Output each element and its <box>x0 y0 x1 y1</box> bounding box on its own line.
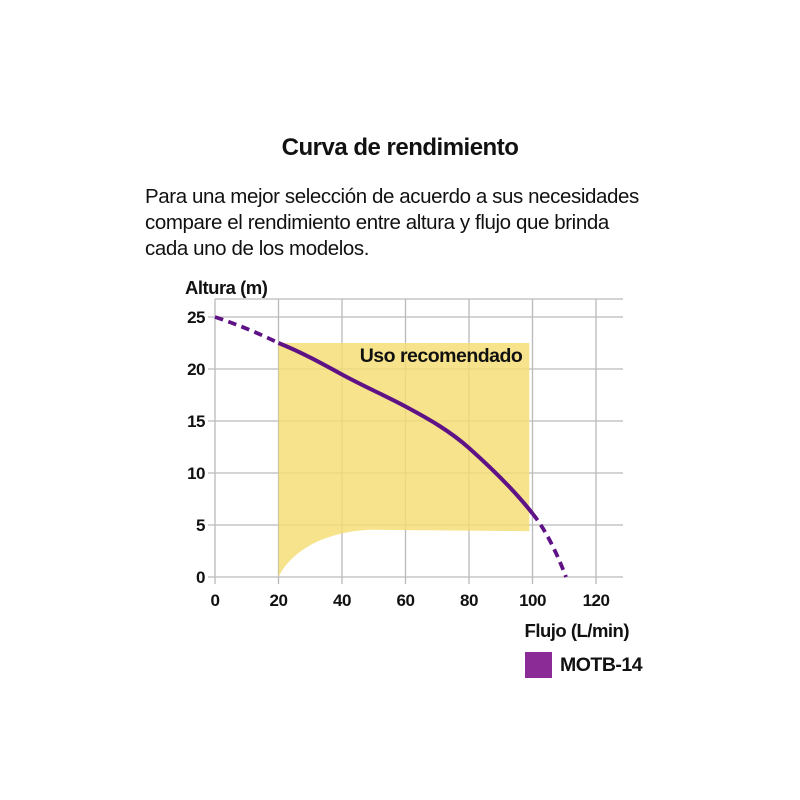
chart-svg: Altura (m) <box>185 277 630 641</box>
y-tick-label: 10 <box>187 464 205 483</box>
recommended-region-fill <box>278 343 530 577</box>
legend-model-label: MOTB-14 <box>560 653 643 676</box>
curve-dashed-head <box>214 315 280 345</box>
x-tick-label: 40 <box>333 591 351 610</box>
x-tick-label: 80 <box>460 591 478 610</box>
y-tick-label: 15 <box>187 412 205 431</box>
x-tick-label: 100 <box>519 591 546 610</box>
page-title: Curva de rendimiento <box>281 134 519 161</box>
description-line-1: Para una mejor selección de acuerdo a su… <box>145 185 639 208</box>
recommended-region-label: Uso recomendado <box>360 345 523 367</box>
chart-legend: MOTB-14 <box>525 652 643 678</box>
y-tick-labels: 25 20 15 10 5 0 <box>187 308 205 587</box>
x-axis-title: Flujo (L/min) <box>525 620 630 641</box>
y-axis-title: Altura (m) <box>185 277 268 298</box>
performance-curve <box>214 315 568 578</box>
curve-solid <box>277 341 535 515</box>
chart-description: Para una mejor selección de acuerdo a su… <box>145 184 685 262</box>
performance-chart: Altura (m) <box>130 268 670 658</box>
description-line-3: cada uno de los modelos. <box>145 237 370 260</box>
description-line-2: compare el rendimiento entre altura y fl… <box>145 211 609 234</box>
y-tick-label: 0 <box>196 568 205 587</box>
x-tick-label: 120 <box>583 591 610 610</box>
x-tick-label: 20 <box>270 591 288 610</box>
curve-dashed-tail <box>531 512 568 578</box>
x-tick-labels: 0 20 40 60 80 100 120 <box>211 591 610 610</box>
y-tick-label: 20 <box>187 360 205 379</box>
legend-color-swatch <box>525 652 552 678</box>
x-tick-label: 60 <box>397 591 415 610</box>
y-tick-label: 5 <box>196 516 205 535</box>
x-tick-label: 0 <box>211 591 220 610</box>
y-tick-label: 25 <box>187 308 205 327</box>
